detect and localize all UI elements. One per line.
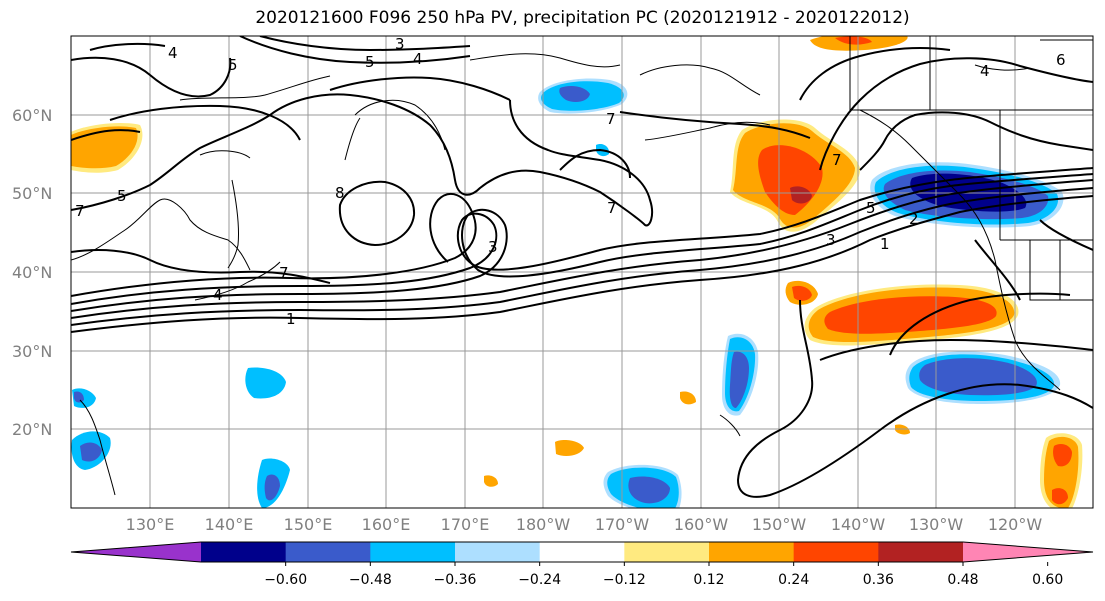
contour-label: 4 bbox=[413, 50, 423, 68]
lon-label: 180°W bbox=[516, 515, 571, 534]
contour-label: 4 bbox=[168, 44, 178, 62]
lat-label: 30°N bbox=[12, 342, 52, 361]
figure-title: 2020121600 F096 250 hPa PV, precipitatio… bbox=[255, 8, 910, 28]
contour-label: 4 bbox=[213, 286, 223, 304]
contour-label: 4 bbox=[980, 62, 990, 80]
longitude-labels: 130°E 140°E 150°E 160°E 170°E 180°W 170°… bbox=[126, 515, 1043, 534]
colorbar-outline bbox=[70, 541, 1094, 563]
colorbar-segment bbox=[539, 542, 625, 562]
lon-label: 150°W bbox=[752, 515, 807, 534]
colorbar-segment bbox=[285, 542, 371, 562]
contour-label: 7 bbox=[832, 151, 842, 169]
contour-label: 5 bbox=[365, 53, 375, 71]
contour-label: 7 bbox=[606, 110, 616, 128]
colorbar-extend-min bbox=[71, 542, 201, 562]
colorbar-segment bbox=[370, 542, 456, 562]
colorbar-label: −0.60 bbox=[264, 572, 307, 588]
contour-label: 5 bbox=[228, 56, 238, 74]
colorbar-extend-max bbox=[963, 542, 1093, 562]
lat-label: 40°N bbox=[12, 263, 52, 282]
contour-label: 1 bbox=[880, 235, 890, 253]
contour-label: 5 bbox=[117, 187, 127, 205]
colorbar-label: 0.48 bbox=[947, 572, 978, 588]
colorbar-segment bbox=[709, 542, 795, 562]
lon-label: 130°W bbox=[909, 515, 964, 534]
lat-label: 20°N bbox=[12, 420, 52, 439]
colorbar-label: −0.48 bbox=[349, 572, 392, 588]
colorbar-label: −0.12 bbox=[603, 572, 646, 588]
contour-label: 5 bbox=[866, 199, 876, 217]
colorbar-segment bbox=[624, 542, 710, 562]
contour-label: 2 bbox=[909, 210, 919, 228]
latitude-labels: 60°N 50°N 40°N 30°N 20°N bbox=[12, 106, 52, 439]
contour-label: 3 bbox=[395, 35, 405, 53]
lon-label: 150°E bbox=[284, 515, 333, 534]
contour-labels: 4 5 3 5 4 6 7 7 7 8 7 3 7 4 1 3 2 1 5 5 … bbox=[75, 35, 1066, 328]
contour-label: 6 bbox=[1056, 51, 1066, 69]
colorbar-label: 0.36 bbox=[863, 572, 894, 588]
contour-label: 7 bbox=[607, 199, 617, 217]
colorbar-segment bbox=[878, 542, 964, 562]
colorbar-label: −0.24 bbox=[518, 572, 561, 588]
lon-label: 160°W bbox=[674, 515, 729, 534]
contour-label: 3 bbox=[488, 238, 498, 256]
colorbar-segment bbox=[793, 542, 879, 562]
lon-label: 140°E bbox=[205, 515, 254, 534]
lon-label: 170°E bbox=[441, 515, 490, 534]
lon-label: 160°E bbox=[362, 515, 411, 534]
colorbar-label: 0.60 bbox=[1032, 572, 1063, 588]
contour-label: 3 bbox=[826, 231, 836, 249]
colorbar-label: 0.12 bbox=[693, 572, 724, 588]
contour-label: 7 bbox=[279, 264, 289, 282]
colorbar: −0.60 −0.48 −0.36 −0.24 −0.12 0.12 0.24 0.36 0.4… bbox=[70, 541, 1094, 588]
contour-label: 1 bbox=[286, 310, 296, 328]
colorbar-label: −0.36 bbox=[434, 572, 477, 588]
lon-label: 140°W bbox=[831, 515, 886, 534]
lon-label: 120°W bbox=[988, 515, 1043, 534]
map-frame bbox=[70, 35, 1094, 509]
pv-contours bbox=[71, 36, 1093, 498]
colorbar-label: 0.24 bbox=[778, 572, 809, 588]
lon-label: 130°E bbox=[126, 515, 175, 534]
lon-label: 170°W bbox=[595, 515, 650, 534]
contour-label: 8 bbox=[335, 184, 345, 202]
gridlines bbox=[71, 36, 1093, 508]
contour-label: 7 bbox=[75, 202, 85, 220]
lat-label: 60°N bbox=[12, 106, 52, 125]
colorbar-segment bbox=[201, 542, 287, 562]
lat-label: 50°N bbox=[12, 184, 52, 203]
colorbar-segment bbox=[455, 542, 541, 562]
